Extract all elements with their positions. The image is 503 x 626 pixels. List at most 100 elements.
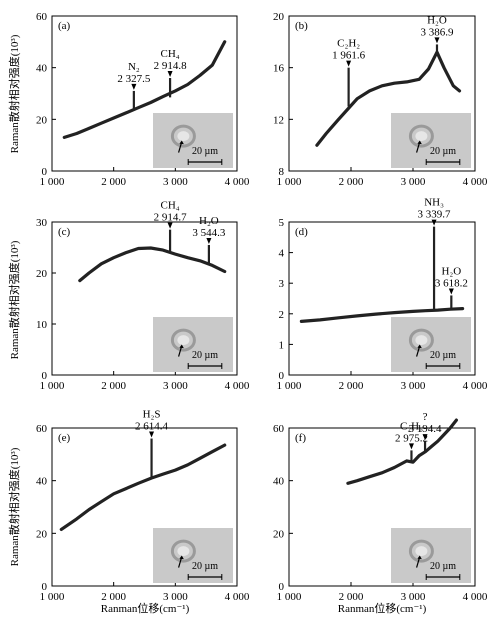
spectrum-line [59, 443, 227, 531]
y-tick-label: 10 [36, 319, 48, 331]
peak-label: 2 327.5 [117, 73, 151, 85]
inclusion-bubble [415, 546, 428, 557]
y-tick-label: 20 [36, 528, 48, 540]
panel-label: (c) [58, 226, 71, 238]
peak-label: CH₄ [161, 200, 180, 212]
spectrum-line [315, 50, 462, 147]
inclusion-bubble [415, 335, 428, 346]
peak-arrow [346, 60, 352, 67]
panel-label: (b) [295, 20, 308, 32]
peak-label: C₂H₆ [400, 420, 423, 432]
spectrum-line [299, 307, 465, 323]
inclusion-micrograph: 20 µm [153, 113, 233, 168]
x-tick-label: 3 000 [401, 176, 426, 188]
panel-label: (f) [295, 432, 306, 444]
y-tick-label: 2 [279, 309, 285, 321]
y-tick-label: 60 [273, 423, 285, 435]
panel-e: 1 000 2 000 3 000 4 000 0 20 40 60 (e) 20 µm H₂S2 … [36, 409, 250, 603]
scale-bar-label: 20 µm [192, 350, 218, 361]
x-tick-label: 4 000 [225, 176, 250, 188]
x-tick-label: 2 000 [101, 380, 126, 392]
peak-arrow [167, 71, 173, 77]
y-tick-label: 20 [273, 528, 285, 540]
y-tick-label: 20 [36, 268, 48, 280]
inclusion-shape [170, 328, 196, 352]
inclusion-bubble [415, 131, 428, 142]
peak-label: N₂ [128, 61, 140, 73]
x-tick-label: 1 000 [40, 176, 65, 188]
scale-bar-label: 20 µm [192, 561, 218, 572]
x-tick-label: 4 000 [225, 380, 250, 392]
inclusion-bubble [177, 131, 190, 142]
pointer-arrowhead [179, 344, 184, 349]
peak-label: NH₃ [424, 197, 444, 209]
x-tick-label: 1 000 [40, 591, 65, 603]
x-tick-label: 3 000 [163, 380, 188, 392]
peak-label: H₂S [143, 409, 161, 421]
x-tick-label: 3 000 [401, 380, 426, 392]
peak-label: 3 194.4 [409, 423, 443, 435]
scale-bar-label: 20 µm [192, 146, 218, 157]
panel-f: 1 000 2 000 3 000 4 000 0 20 40 60 (f) 20 µm C₂H₆2… [273, 411, 488, 603]
peak-label: 2 975.2 [395, 432, 428, 444]
peak-label: 1 961.6 [332, 50, 366, 62]
y-tick-label: 3 [279, 278, 285, 290]
inclusion-bubble [177, 335, 190, 346]
peak-arrow [408, 443, 414, 450]
inclusion-bubble [177, 546, 190, 557]
plot-frame [288, 15, 476, 172]
plot-frame [51, 15, 238, 172]
peak-arrow [431, 219, 437, 226]
y-tick-label: 20 [36, 114, 48, 126]
inclusion-micrograph: 20 µm [391, 113, 471, 168]
x-tick-label: 1 000 [277, 380, 302, 392]
y-tick-label: 60 [36, 423, 48, 435]
x-tick-label: 3 000 [401, 591, 426, 603]
x-tick-label: 2 000 [339, 176, 364, 188]
y-axis-title: Raman散射相对强度(10³) [7, 447, 21, 566]
peak-arrow [448, 288, 454, 295]
y-tick-label: 0 [42, 581, 48, 593]
x-tick-label: 1 000 [277, 176, 302, 188]
inclusion-shape [408, 328, 434, 352]
peak-arrow [149, 431, 155, 438]
pointer-arrowhead [417, 344, 422, 349]
x-tick-label: 4 000 [463, 380, 488, 392]
peak-label: 3 544.3 [192, 227, 226, 239]
x-tick-label: 4 000 [463, 176, 488, 188]
peak-label: 3 386.9 [420, 26, 454, 38]
x-tick-label: 2 000 [101, 176, 126, 188]
spectrum-line [78, 246, 227, 283]
x-tick-label: 4 000 [463, 591, 488, 603]
inclusion-micrograph: 20 µm [391, 317, 471, 372]
y-tick-label: 4 [279, 248, 285, 260]
y-tick-label: 20 [273, 11, 285, 23]
x-tick-label: 4 000 [225, 591, 250, 603]
y-tick-label: 40 [36, 63, 48, 75]
inclusion-shape [170, 539, 196, 563]
y-tick-label: 12 [273, 114, 284, 126]
peak-label: C₂H₂ [337, 38, 360, 50]
peak-arrow [434, 37, 440, 44]
y-tick-label: 40 [36, 476, 48, 488]
peak-label: H₂O [427, 14, 447, 26]
plot-frame [51, 427, 238, 587]
pointer-arrowhead [179, 140, 184, 145]
panel-c: 1 000 2 000 3 000 4 000 0 10 20 30 (c) 20 µm CH₄2 … [36, 200, 250, 392]
y-tick-label: 60 [36, 11, 48, 23]
y-tick-label: 0 [42, 370, 48, 382]
peak-label: 2 914.8 [154, 60, 188, 72]
plot-frame [288, 427, 476, 587]
y-tick-label: 5 [279, 217, 285, 229]
peak-arrow [422, 434, 428, 441]
x-tick-label: 2 000 [101, 591, 126, 603]
peak-arrow [206, 237, 212, 244]
y-axis-title: Raman散射相对强度(10³) [7, 34, 21, 153]
y-tick-label: 16 [273, 63, 285, 75]
inclusion-shape [408, 539, 434, 563]
y-tick-label: 0 [279, 581, 285, 593]
panel-label: (d) [295, 226, 308, 238]
x-axis-title: Ranman位移(cm⁻¹) [101, 601, 190, 615]
y-tick-label: 30 [36, 217, 48, 229]
